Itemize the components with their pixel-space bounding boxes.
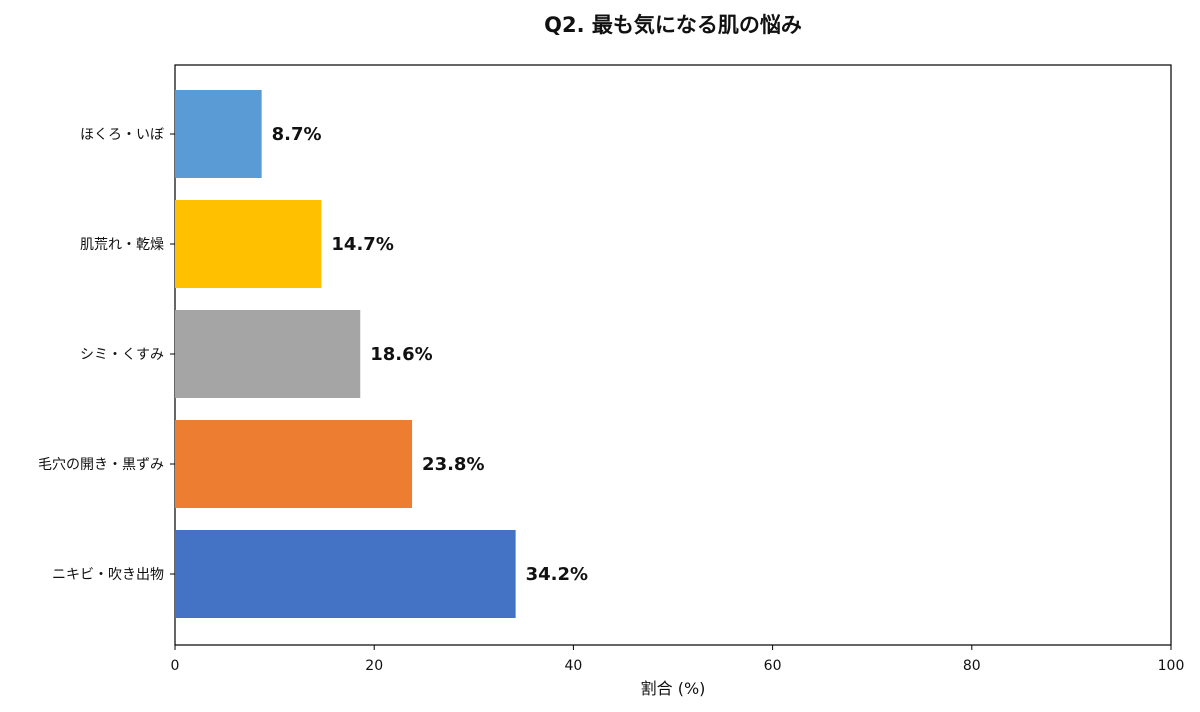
- x-tick-label: 60: [764, 658, 782, 674]
- x-tick-label: 20: [365, 658, 383, 674]
- data-label: 14.7%: [331, 234, 393, 255]
- data-label: 18.6%: [370, 344, 432, 365]
- bar: [175, 90, 262, 178]
- data-label: 8.7%: [272, 124, 322, 145]
- x-tick-label: 0: [171, 658, 180, 674]
- bar: [175, 200, 322, 288]
- category-label: ほくろ・いぼ: [80, 127, 164, 143]
- x-tick-label: 40: [564, 658, 582, 674]
- x-axis-label: 割合 (%): [641, 679, 706, 698]
- bar: [175, 530, 516, 618]
- bar: [175, 310, 361, 398]
- bar: [175, 420, 413, 508]
- data-label: 23.8%: [422, 454, 484, 475]
- chart-title: Q2. 最も気になる肌の悩み: [544, 13, 802, 37]
- data-label: 34.2%: [526, 564, 588, 585]
- bars-group: 8.7% 14.7% 18.6% 23.8% 34.2%: [175, 90, 588, 618]
- category-label: ニキビ・吹き出物: [52, 567, 164, 583]
- x-axis-ticks: 0 20 40 60 80 100: [171, 645, 1185, 674]
- category-label: シミ・くすみ: [80, 347, 164, 363]
- category-label: 肌荒れ・乾燥: [80, 237, 164, 253]
- x-tick-label: 80: [963, 658, 981, 674]
- category-label: 毛穴の開き・黒ずみ: [38, 457, 164, 473]
- x-tick-label: 100: [1158, 658, 1185, 674]
